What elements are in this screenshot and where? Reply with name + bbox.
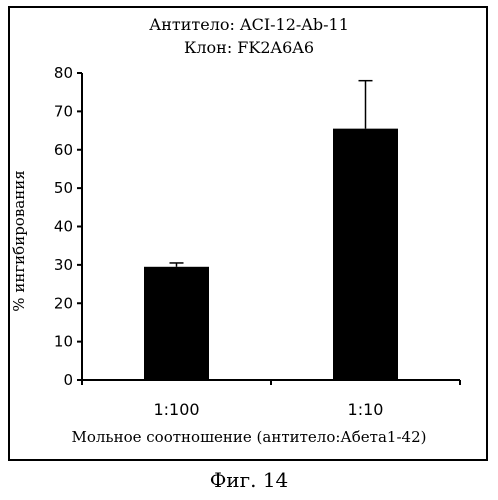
x-axis	[82, 380, 460, 385]
y-tick-label: 70	[54, 102, 73, 120]
y-tick-label: 20	[54, 294, 73, 312]
bars	[144, 129, 398, 380]
category-label: 1:100	[153, 400, 199, 419]
y-tick-label: 60	[54, 141, 73, 159]
y-tick-label: 30	[54, 256, 73, 274]
y-tick-label: 80	[54, 64, 73, 82]
category-label: 1:10	[348, 400, 384, 419]
bar-1:100	[144, 267, 209, 380]
y-tick-label: 50	[54, 179, 73, 197]
category-labels: 1:100 1:10	[153, 400, 383, 419]
bar-1:10	[333, 129, 398, 380]
y-axis: 0 10 20 30 40 50 60 70 80	[54, 64, 82, 389]
y-tick-label: 10	[54, 333, 73, 351]
y-tick-label: 0	[63, 371, 73, 389]
y-tick-label: 40	[54, 218, 73, 236]
